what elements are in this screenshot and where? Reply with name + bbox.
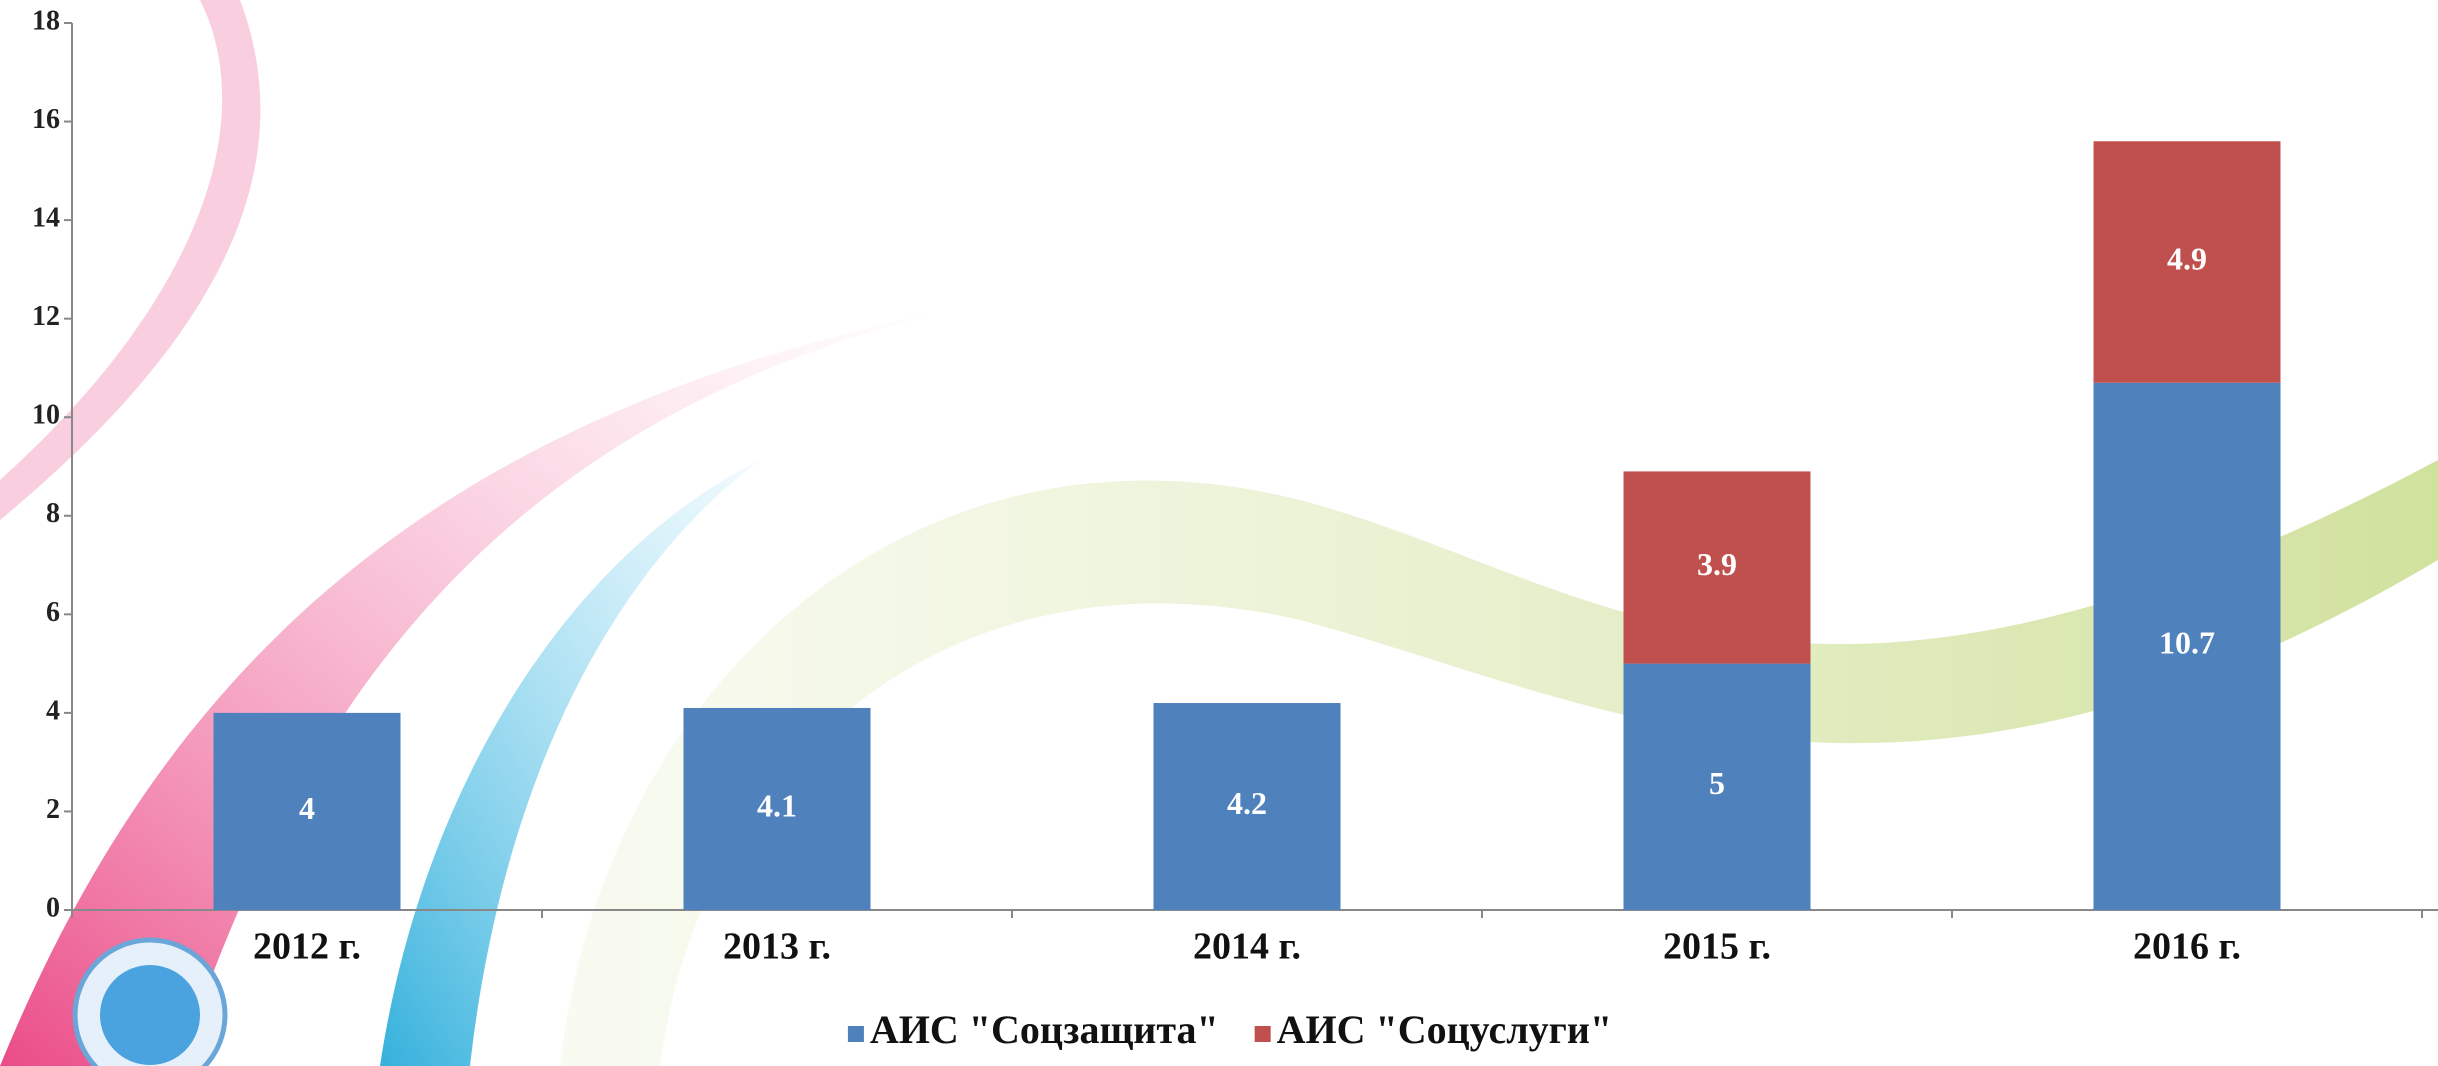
logo-inner bbox=[100, 965, 200, 1065]
y-tick-label: 12 bbox=[32, 301, 60, 332]
y-tick-label: 6 bbox=[46, 597, 60, 628]
x-tick-label: 2014 г. bbox=[1193, 926, 1301, 968]
y-tick-label: 16 bbox=[32, 104, 60, 135]
bar-segment bbox=[2093, 141, 2281, 383]
data-label: 4.1 bbox=[757, 787, 797, 823]
y-tick-label: 0 bbox=[46, 892, 60, 923]
bar-segment bbox=[2093, 382, 2281, 910]
x-tick-label: 2012 г. bbox=[253, 926, 361, 968]
legend-swatch bbox=[847, 1026, 864, 1042]
data-label: 4 bbox=[299, 790, 315, 826]
data-label: 5 bbox=[1709, 765, 1725, 801]
y-tick-label: 2 bbox=[46, 794, 60, 825]
legend-swatch bbox=[1254, 1026, 1271, 1042]
y-tick-label: 18 bbox=[32, 5, 60, 36]
blue-swirl bbox=[380, 460, 760, 1066]
bar-segment bbox=[1153, 703, 1341, 910]
y-tick-label: 14 bbox=[32, 203, 60, 234]
x-tick-label: 2015 г. bbox=[1663, 926, 1771, 968]
data-label: 10.7 bbox=[2159, 625, 2215, 661]
bar-segment bbox=[1623, 471, 1811, 664]
pink-swirl-top bbox=[0, 0, 261, 520]
legend-label: АИС "Соцуслуги" bbox=[1277, 1007, 1612, 1052]
data-label: 4.2 bbox=[1227, 785, 1267, 821]
y-tick-label: 8 bbox=[46, 498, 60, 529]
bar-segment bbox=[213, 712, 401, 910]
legend-label: АИС "Соцзащита" bbox=[870, 1007, 1219, 1052]
data-label: 4.9 bbox=[2167, 240, 2207, 276]
y-tick-label: 4 bbox=[46, 695, 60, 726]
green-swirl bbox=[560, 460, 2438, 1066]
bar-segment bbox=[683, 707, 871, 910]
x-tick-label: 2016 г. bbox=[2133, 926, 2241, 968]
data-label: 3.9 bbox=[1697, 546, 1737, 582]
x-tick-label: 2013 г. bbox=[723, 926, 831, 968]
bar-segment bbox=[1623, 663, 1811, 910]
y-tick-label: 10 bbox=[32, 400, 60, 431]
